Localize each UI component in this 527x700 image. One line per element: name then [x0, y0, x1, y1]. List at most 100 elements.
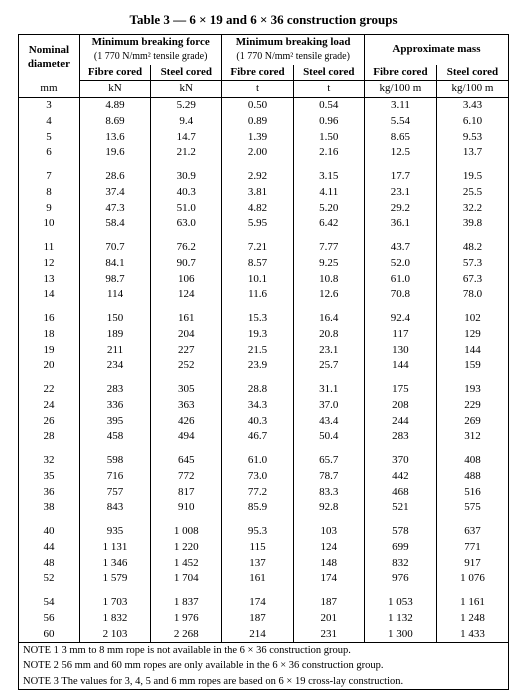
cell: 130	[364, 343, 436, 359]
cell: 468	[364, 485, 436, 501]
table-row: 2228330528.831.1175193	[19, 382, 509, 398]
cell: 92.8	[293, 500, 364, 516]
cell: 44	[19, 540, 80, 556]
table-row: 2433636334.337.0208229	[19, 398, 509, 414]
cell: 14.7	[151, 130, 222, 146]
table-row: 541 7031 8371741871 0531 161	[19, 595, 509, 611]
cell: 4.82	[222, 201, 293, 217]
cell: 48.2	[436, 240, 508, 256]
cell: 1 300	[364, 627, 436, 643]
cell: 1.39	[222, 130, 293, 146]
sub-fibre: Fibre cored	[79, 65, 150, 81]
table-row: 481 3461 452137148832917	[19, 556, 509, 572]
cell: 114	[79, 287, 150, 303]
cell: 4.89	[79, 98, 150, 114]
cell: 1 346	[79, 556, 150, 572]
cell: 312	[436, 429, 508, 445]
cell: 1 703	[79, 595, 150, 611]
cell: 11.6	[222, 287, 293, 303]
cell: 174	[222, 595, 293, 611]
cell: 1 131	[79, 540, 150, 556]
cell: 40.3	[222, 414, 293, 430]
cell: 35	[19, 469, 80, 485]
table-row: 602 1032 2682142311 3001 433	[19, 627, 509, 643]
table-row: 521 5791 7041611749761 076	[19, 571, 509, 587]
cell: 1 704	[151, 571, 222, 587]
table-row: 1411412411.612.670.878.0	[19, 287, 509, 303]
cell: 76.2	[151, 240, 222, 256]
unit-kn: kN	[151, 81, 222, 98]
cell: 161	[151, 311, 222, 327]
cell: 9.53	[436, 130, 508, 146]
cell: 22	[19, 382, 80, 398]
row-gap	[19, 374, 509, 382]
sub-fibre: Fibre cored	[364, 65, 436, 81]
cell: 2.92	[222, 169, 293, 185]
cell: 57.3	[436, 256, 508, 272]
cell: 1 132	[364, 611, 436, 627]
cell: 3.81	[222, 185, 293, 201]
row-gap	[19, 303, 509, 311]
unit-mm: mm	[19, 81, 80, 98]
cell: 21.2	[151, 145, 222, 161]
cell: 4.11	[293, 185, 364, 201]
cell: 48	[19, 556, 80, 572]
cell: 8.65	[364, 130, 436, 146]
cell: 363	[151, 398, 222, 414]
cell: 699	[364, 540, 436, 556]
cell: 28.6	[79, 169, 150, 185]
cell: 159	[436, 358, 508, 374]
col-mbf: Minimum breaking force(1 770 N/mm² tensi…	[79, 35, 222, 65]
cell: 16	[19, 311, 80, 327]
sub-steel: Steel cored	[151, 65, 222, 81]
table-row: 2845849446.750.4283312	[19, 429, 509, 445]
cell: 1 220	[151, 540, 222, 556]
cell: 1 832	[79, 611, 150, 627]
cell: 28	[19, 429, 80, 445]
cell: 19	[19, 343, 80, 359]
cell: 51.0	[151, 201, 222, 217]
table-row: 34.895.290.500.543.113.43	[19, 98, 509, 114]
cell: 1 076	[436, 571, 508, 587]
cell: 103	[293, 524, 364, 540]
note-text: NOTE 3 The values for 3, 4, 5 and 6 mm r…	[19, 674, 509, 690]
cell: 144	[436, 343, 508, 359]
cell: 34.3	[222, 398, 293, 414]
unit-kg: kg/100 m	[436, 81, 508, 98]
table-row: 2639542640.343.4244269	[19, 414, 509, 430]
cell: 20.8	[293, 327, 364, 343]
cell: 98.7	[79, 272, 150, 288]
row-gap	[19, 232, 509, 240]
sub-fibre: Fibre cored	[222, 65, 293, 81]
table-header: Nominaldiameter Minimum breaking force(1…	[19, 35, 509, 98]
cell: 73.0	[222, 469, 293, 485]
cell: 84.1	[79, 256, 150, 272]
col-nominal: Nominaldiameter	[19, 35, 80, 81]
cell: 231	[293, 627, 364, 643]
col-approx: Approximate mass	[364, 35, 508, 65]
cell: 18	[19, 327, 80, 343]
cell: 47.3	[79, 201, 150, 217]
cell: 10.8	[293, 272, 364, 288]
col-mbl: Minimum breaking load(1 770 N/mm² tensil…	[222, 35, 365, 65]
cell: 757	[79, 485, 150, 501]
cell: 52	[19, 571, 80, 587]
cell: 20	[19, 358, 80, 374]
cell: 976	[364, 571, 436, 587]
table-row: 619.621.22.002.1612.513.7	[19, 145, 509, 161]
cell: 494	[151, 429, 222, 445]
cell: 5.29	[151, 98, 222, 114]
cell: 8	[19, 185, 80, 201]
cell: 83.3	[293, 485, 364, 501]
cell: 1.50	[293, 130, 364, 146]
cell: 13.6	[79, 130, 150, 146]
cell: 32	[19, 453, 80, 469]
cell: 61.0	[364, 272, 436, 288]
cell: 0.89	[222, 114, 293, 130]
cell: 442	[364, 469, 436, 485]
cell: 38	[19, 500, 80, 516]
cell: 37.4	[79, 185, 150, 201]
row-gap	[19, 516, 509, 524]
cell: 201	[293, 611, 364, 627]
cell: 187	[222, 611, 293, 627]
